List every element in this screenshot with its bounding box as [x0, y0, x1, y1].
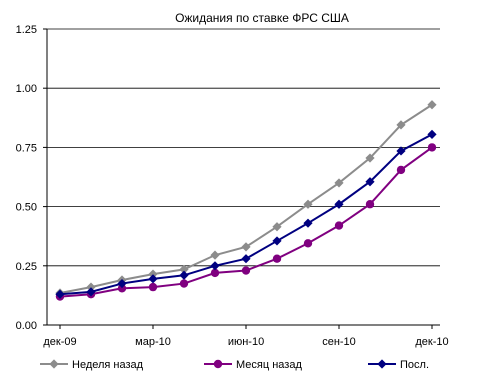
series-2-point: [427, 129, 437, 139]
series-2-point: [210, 261, 220, 271]
series-1-point: [210, 268, 220, 278]
series-0-point: [241, 242, 251, 252]
series-0-point: [365, 153, 375, 163]
legend-swatch-marker: [49, 359, 59, 369]
legend-item-2: Посл.: [368, 359, 429, 371]
axes: 0.00 0.25 0.50 0.75 1.00 1.25 дек-09 мар-10 июн-…: [16, 24, 449, 348]
series-2-point: [241, 254, 251, 264]
series-0-point: [427, 100, 437, 110]
series-0-point: [86, 282, 96, 292]
series-0-point: [272, 222, 282, 232]
y-tick-label: 1.25: [16, 24, 37, 36]
series-1-point: [272, 254, 282, 263]
series-0-point: [210, 250, 220, 260]
series-2-point: [55, 289, 65, 299]
y-tick-label: 0.00: [16, 320, 37, 332]
legend-label: Неделя назад: [72, 359, 144, 371]
series-2-point: [148, 274, 158, 284]
series-2-point: [272, 236, 282, 246]
legend-label: Посл.: [400, 359, 429, 371]
x-tick-label: мар-10: [135, 336, 171, 348]
x-tick-label: дек-09: [43, 336, 76, 348]
series-1-point: [396, 165, 406, 175]
series-1-point: [117, 284, 127, 293]
x-tick-label: июн-10: [228, 336, 264, 348]
series-1-point: [303, 239, 313, 248]
chart-title: Ожидания по ставке ФРС США: [175, 11, 349, 25]
series-1-point: [334, 221, 344, 230]
series-2-point: [365, 177, 375, 187]
series-0-point: [303, 199, 313, 209]
series-0-point: [148, 269, 158, 279]
x-tick-label: дек-10: [415, 336, 448, 348]
series-2: [55, 129, 437, 299]
legend: Неделя назад Месяц назад Посл.: [40, 359, 429, 371]
series-0-point: [179, 264, 189, 274]
y-tick-label: 1.00: [16, 83, 37, 95]
legend-swatch-marker: [377, 359, 387, 369]
series-1: [55, 143, 437, 301]
series-1-point: [241, 266, 251, 275]
y-tick-label: 0.50: [16, 202, 37, 214]
series-1-point: [427, 143, 437, 152]
legend-swatch-marker: [213, 359, 223, 369]
y-tick-label: 0.75: [16, 142, 37, 154]
series-2-point: [117, 278, 127, 289]
series-2-point: [86, 287, 96, 297]
x-tick-label: сен-10: [322, 336, 356, 348]
legend-label: Месяц назад: [236, 359, 302, 371]
gridlines: [47, 28, 440, 267]
series-0-point: [396, 120, 406, 130]
series-1-point: [179, 279, 189, 288]
legend-item-1: Месяц назад: [204, 359, 302, 371]
legend-item-0: Неделя назад: [40, 359, 144, 371]
series-2-point: [179, 270, 189, 280]
series-1-point: [148, 282, 158, 292]
series-0-point: [334, 178, 344, 188]
plot-series: [55, 100, 437, 301]
series-1-point: [365, 200, 375, 209]
series-2-point: [303, 218, 313, 228]
series-2-point: [396, 146, 406, 156]
y-tick-label: 0.25: [16, 261, 37, 273]
series-2-point: [334, 199, 344, 209]
series-0-line: [59, 103, 433, 295]
